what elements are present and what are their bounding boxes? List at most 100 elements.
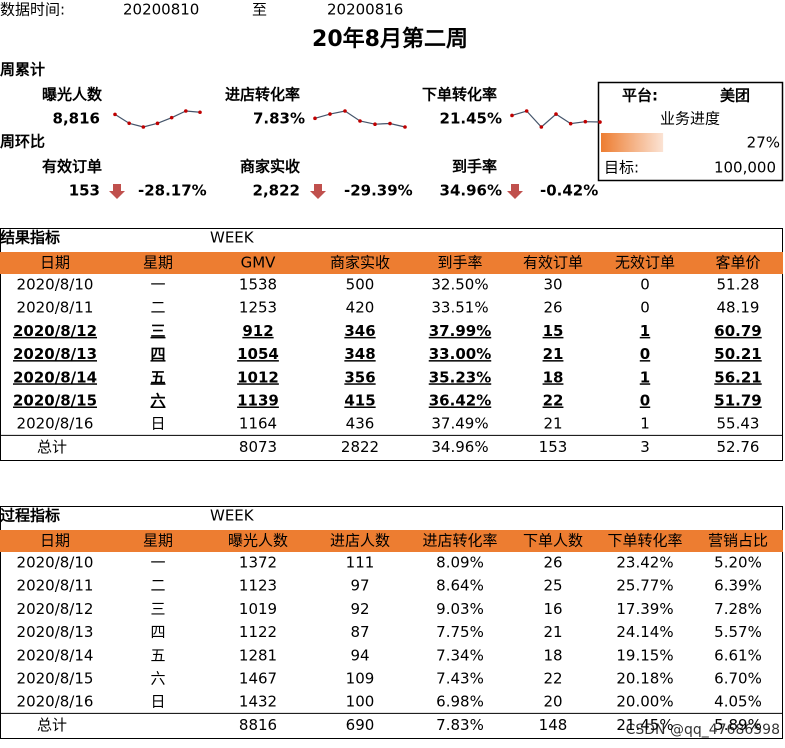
table-cell: 16	[543, 600, 562, 618]
table-cell: 8.64%	[436, 577, 484, 595]
table-cell: 87	[350, 623, 369, 641]
table-cell: 22	[543, 392, 564, 410]
table-cell: 92	[350, 600, 369, 618]
table-cell: 24.14%	[616, 623, 673, 641]
table-cell: 420	[346, 299, 375, 317]
table-cell: 1012	[237, 368, 279, 386]
table-cell: 21	[543, 345, 564, 363]
table-cell: 25.77%	[616, 577, 673, 595]
table-cell: 2020/8/10	[17, 276, 94, 294]
section-label: 周环比	[0, 133, 45, 151]
date-label: 数据时间:	[0, 1, 65, 19]
table-title: 过程指标	[0, 507, 60, 525]
kpi-change: -29.39%	[344, 182, 413, 200]
table-cell: 18	[543, 646, 562, 664]
table-cell: 1164	[239, 415, 277, 433]
platform-box	[597, 81, 784, 182]
spark-point	[141, 125, 146, 129]
column-header: 下单人数	[523, 532, 583, 550]
kpi-name: 曝光人数	[42, 86, 103, 104]
section-label: 周累计	[0, 61, 45, 79]
total-cell: 34.96%	[431, 438, 488, 456]
column-header: 曝光人数	[228, 532, 288, 550]
kpi-value: 153	[69, 182, 100, 200]
platform-label: 平台:	[622, 87, 658, 105]
column-header: 到手率	[437, 254, 482, 272]
total-cell: 总计	[37, 438, 67, 456]
title: 20年8月第二周	[312, 26, 468, 52]
down-arrow	[109, 184, 125, 199]
table-cell: 六	[150, 670, 165, 688]
table-cell: 1139	[237, 392, 279, 410]
total-cell: 21.45%	[616, 716, 673, 734]
table-cell: 1	[640, 322, 650, 340]
spark-point	[598, 120, 602, 124]
spark-point	[388, 121, 392, 126]
table-cell: 1372	[239, 554, 277, 572]
table-cell: 7.43%	[436, 670, 484, 688]
table-cell: 一	[150, 554, 165, 572]
table-cell: 35.23%	[429, 368, 491, 386]
table-cell: 六	[150, 392, 165, 410]
table-cell: 1123	[239, 577, 277, 595]
spark-point	[524, 109, 529, 113]
table-cell: 30	[543, 276, 562, 294]
table-title: 结果指标	[0, 229, 60, 247]
table-cell: 348	[344, 345, 375, 363]
spark-point	[155, 121, 160, 126]
table-cell: 日	[150, 693, 165, 711]
table-cell: 26	[543, 554, 562, 572]
table-cell: 4.05%	[714, 693, 762, 711]
table-cell: 2020/8/15	[13, 392, 97, 410]
spark-point	[554, 112, 558, 116]
table-cell: 109	[346, 670, 375, 688]
table-cell: 1019	[239, 600, 277, 618]
table-cell: 三	[150, 600, 165, 618]
column-header: 下单转化率	[607, 532, 682, 550]
progress-label: 业务进度	[660, 110, 720, 128]
kpi-change: -28.17%	[138, 182, 207, 200]
table-cell: 415	[344, 392, 375, 410]
table-cell: 55.43	[717, 415, 760, 433]
table-cell: 1	[640, 415, 650, 433]
table-cell: 1122	[239, 623, 277, 641]
total-cell: 5.89%	[714, 716, 762, 734]
progress-bar	[601, 133, 664, 152]
table-cell: 21	[543, 623, 562, 641]
table-cell: 22	[543, 670, 562, 688]
down-arrow	[310, 184, 326, 199]
total-cell: 7.83%	[436, 716, 484, 734]
table-cell: 346	[344, 322, 375, 340]
table-cell: 33.00%	[429, 345, 491, 363]
table-period: WEEK	[210, 229, 255, 247]
column-header: 星期	[143, 254, 173, 272]
table-cell: 17.39%	[616, 600, 673, 618]
spark-point	[568, 121, 573, 126]
table-cell: 97	[350, 577, 369, 595]
table-cell: 一	[150, 276, 165, 294]
table-cell: 1538	[239, 276, 277, 294]
table-cell: 5.20%	[714, 554, 762, 572]
spark-point	[373, 122, 377, 126]
table-cell: 51.28	[717, 276, 760, 294]
table-cell: 51.79	[714, 392, 761, 410]
kpi-value: 21.45%	[440, 110, 502, 128]
table-cell: 日	[150, 415, 165, 433]
table-cell: 23.42%	[616, 554, 673, 572]
table-cell: 1	[640, 368, 650, 386]
table-cell: 37.99%	[429, 322, 491, 340]
spark-point	[169, 115, 174, 120]
table-cell: 6.39%	[714, 577, 762, 595]
total-cell: 153	[539, 438, 568, 456]
column-header: 进店人数	[330, 532, 390, 550]
spark-point	[113, 112, 117, 117]
kpi-name: 商家实收	[240, 158, 300, 176]
progress-value: 27%	[747, 134, 780, 152]
total-cell: 8816	[239, 716, 277, 734]
table-cell: 0	[640, 345, 650, 363]
spark-point	[403, 125, 407, 129]
table-cell: 15	[543, 322, 564, 340]
table-cell: 2020/8/14	[13, 368, 97, 386]
total-cell: 52.76	[717, 438, 760, 456]
